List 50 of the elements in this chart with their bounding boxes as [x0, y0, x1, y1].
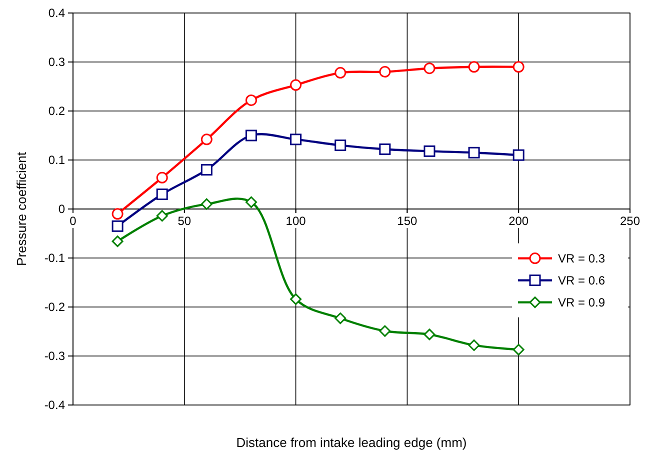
point — [379, 143, 391, 155]
point — [245, 94, 257, 106]
y-tick-label: -0.2 — [44, 300, 66, 314]
point — [200, 164, 212, 176]
y-tick-label: -0.4 — [44, 398, 66, 412]
legend-label: VR = 0.3 — [558, 251, 606, 266]
point — [334, 140, 346, 152]
point — [112, 220, 124, 232]
point — [424, 62, 436, 74]
point — [424, 145, 436, 157]
y-tick-label: 0.2 — [48, 104, 66, 118]
point — [290, 134, 302, 146]
point — [512, 344, 524, 356]
point — [379, 66, 391, 78]
point — [200, 134, 212, 146]
y-tick-label: 0.1 — [48, 153, 66, 167]
point — [290, 293, 302, 305]
y-tick-label: -0.3 — [44, 349, 66, 363]
y-tick-label: -0.1 — [44, 251, 66, 265]
point — [112, 236, 124, 248]
point — [245, 130, 257, 142]
x-tick-label: 250 — [620, 214, 640, 228]
point — [334, 67, 346, 79]
point — [512, 61, 524, 73]
point — [290, 79, 302, 91]
x-axis-title: Distance from intake leading edge (mm) — [236, 435, 467, 450]
x-tick-label: 0 — [70, 214, 77, 228]
y-tick-label: 0.4 — [48, 6, 66, 20]
point — [512, 149, 524, 161]
point — [112, 208, 124, 220]
y-tick-label: 0.3 — [48, 55, 66, 69]
point — [156, 188, 168, 200]
x-tick-label: 50 — [178, 214, 192, 228]
point — [468, 146, 480, 158]
legend-label: VR = 0.9 — [558, 295, 606, 310]
x-tick-label: 150 — [397, 214, 418, 228]
legend-label: VR = 0.6 — [558, 273, 606, 288]
point — [156, 210, 168, 222]
point — [245, 196, 257, 208]
point — [468, 61, 480, 73]
y-axis-title: Pressure coefficient — [14, 152, 29, 266]
y-tick-label: 0 — [58, 202, 66, 216]
point — [334, 312, 346, 324]
point — [379, 325, 391, 337]
point — [424, 328, 436, 340]
x-tick-label: 100 — [286, 214, 306, 228]
point — [200, 198, 212, 210]
x-tick-label: 200 — [508, 214, 529, 228]
point — [156, 172, 168, 184]
point — [468, 339, 480, 351]
